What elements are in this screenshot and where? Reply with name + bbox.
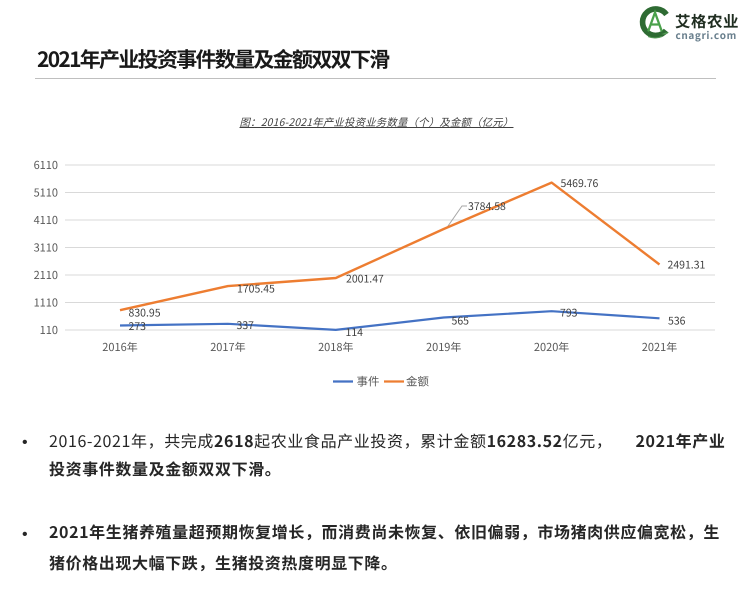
svg-text:3110: 3110: [34, 240, 58, 256]
svg-text:2019年: 2019年: [426, 339, 461, 355]
svg-text:3784.58: 3784.58: [468, 199, 506, 214]
svg-text:1705.45: 1705.45: [237, 282, 275, 297]
svg-text:cnagri.com: cnagri.com: [676, 27, 737, 42]
svg-text:2017年: 2017年: [210, 339, 245, 355]
svg-text:6110: 6110: [34, 157, 58, 173]
svg-text:1110: 1110: [34, 295, 58, 311]
svg-text:337: 337: [237, 318, 255, 333]
svg-text:273: 273: [129, 319, 147, 334]
svg-text:114: 114: [346, 325, 364, 340]
svg-text:5469.76: 5469.76: [561, 176, 599, 191]
svg-text:4110: 4110: [34, 212, 58, 228]
svg-text:2016年: 2016年: [102, 339, 137, 355]
svg-text:536: 536: [668, 314, 686, 329]
svg-text:830.95: 830.95: [129, 306, 161, 321]
svg-text:艾格农业: 艾格农业: [675, 10, 739, 32]
svg-text:2110: 2110: [34, 267, 58, 283]
svg-text:5110: 5110: [34, 185, 58, 201]
svg-text:2001.47: 2001.47: [346, 272, 384, 287]
svg-text:110: 110: [40, 322, 58, 338]
svg-text:2491.31: 2491.31: [668, 258, 706, 273]
svg-text:金额: 金额: [406, 374, 429, 390]
svg-text:2021年: 2021年: [642, 339, 677, 355]
svg-text:2018年: 2018年: [318, 339, 353, 355]
svg-text:2020年: 2020年: [534, 339, 569, 355]
svg-text:事件: 事件: [357, 374, 380, 390]
svg-text:793: 793: [560, 306, 578, 321]
svg-text:565: 565: [452, 314, 470, 329]
